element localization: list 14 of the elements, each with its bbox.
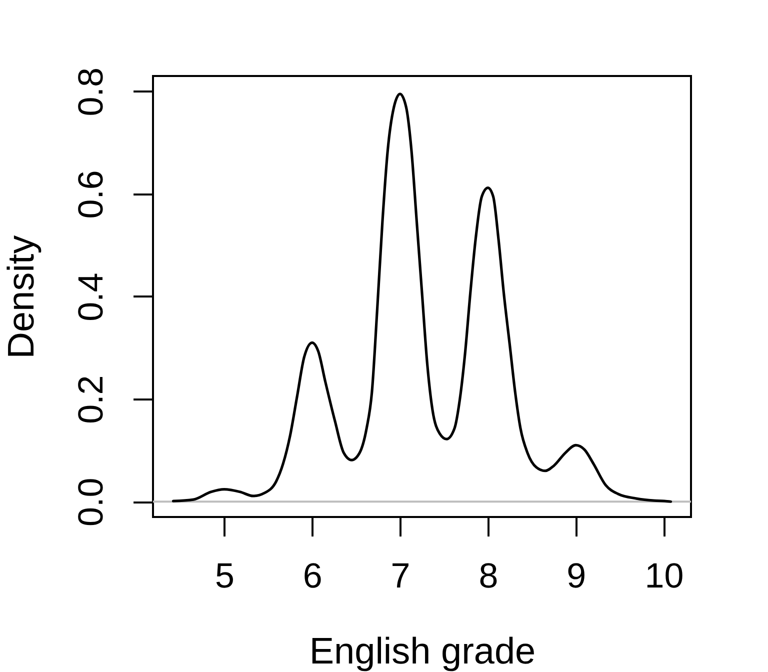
y-axis-title: Density (0, 234, 42, 359)
x-tick-label: 6 (302, 556, 322, 596)
x-axis-title: English grade (309, 630, 536, 672)
x-tick-label: 7 (390, 556, 410, 596)
x-tick-label: 9 (566, 556, 586, 596)
y-tick-label: 0.8 (72, 68, 110, 116)
x-tick-label: 8 (478, 556, 498, 596)
x-tick-label: 10 (644, 556, 684, 596)
y-tick-label: 0.4 (72, 272, 110, 322)
y-tick-label: 0.6 (72, 170, 110, 219)
y-tick-label: 0.0 (72, 478, 110, 526)
line-series (172, 92, 672, 503)
x-tick-label: 5 (214, 556, 234, 596)
y-tick-label: 0.2 (72, 375, 110, 424)
